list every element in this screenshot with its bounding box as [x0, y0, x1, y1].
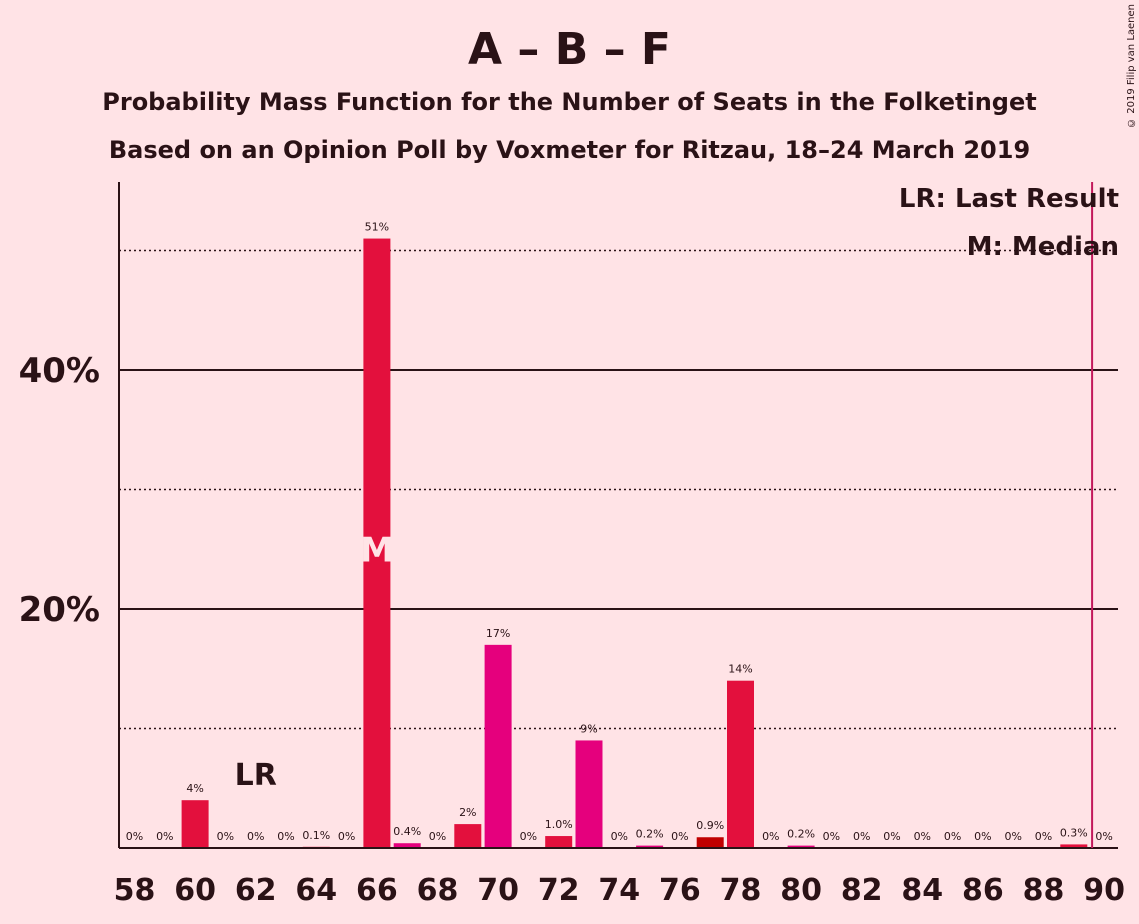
bar-seat-77 [696, 837, 724, 848]
chart-subtitle-1: Probability Mass Function for the Number… [102, 88, 1037, 116]
x-tick-label: 84 [901, 873, 943, 908]
value-label: 0.2% [787, 828, 815, 841]
value-label: 0% [338, 830, 355, 843]
y-tick-label: 40% [19, 351, 100, 391]
markers: M LR [235, 182, 1094, 848]
value-labels: 0% 0% 4% 0% 0% 0% 0.1% 0% 51% 0.4% 0% 2% 17% 0% 1.0% 9%… [126, 221, 1113, 843]
x-tick-label: 88 [1023, 873, 1065, 908]
x-tick-label: 78 [720, 873, 762, 908]
median-marker: M [360, 531, 394, 571]
bar-seat-72 [545, 836, 573, 848]
value-label: 0% [126, 830, 143, 843]
value-label: 0% [914, 830, 931, 843]
last-result-marker: LR [235, 758, 277, 793]
value-label: 0% [247, 830, 264, 843]
bar-seat-66 [363, 238, 391, 849]
bar-seat-89 [1060, 844, 1088, 848]
bar-seat-67 [393, 843, 421, 848]
value-label: 0% [520, 830, 537, 843]
value-label: 0% [611, 830, 628, 843]
value-label: 0% [1095, 830, 1112, 843]
value-label: 0% [974, 830, 991, 843]
value-label: 0% [883, 830, 900, 843]
x-tick-label: 74 [598, 873, 640, 908]
bar-seat-69 [454, 824, 482, 848]
value-label: 14% [728, 663, 752, 676]
x-tick-label: 62 [235, 873, 277, 908]
y-tick-label: 20% [19, 590, 100, 630]
x-tick-label: 80 [780, 873, 822, 908]
x-tick-label: 86 [962, 873, 1004, 908]
x-tick-label: 66 [356, 873, 398, 908]
value-label: 0% [156, 830, 173, 843]
chart-subtitle-2: Based on an Opinion Poll by Voxmeter for… [108, 136, 1031, 164]
bar-seat-75 [636, 845, 664, 848]
legend-median: M: Median [966, 232, 1119, 262]
value-label: 0.1% [302, 829, 330, 842]
value-label: 0.9% [696, 819, 724, 832]
x-tick-label: 58 [114, 873, 156, 908]
bar-seat-60 [181, 800, 209, 848]
x-tick-label: 60 [174, 873, 216, 908]
value-label: 0% [671, 830, 688, 843]
value-label: 0% [277, 830, 294, 843]
value-label: 0% [762, 830, 779, 843]
x-tick-label: 68 [417, 873, 459, 908]
value-label: 51% [365, 221, 389, 234]
value-label: 0% [429, 830, 446, 843]
axes: 20% 40% 58 60 62 64 66 68 70 72 74 76 78 80 82 84 86 88 90 [19, 182, 1125, 908]
value-label: 0% [823, 830, 840, 843]
x-tick-label: 90 [1083, 873, 1125, 908]
value-label: 1.0% [545, 818, 573, 831]
bars [181, 238, 1088, 849]
x-tick-label: 76 [659, 873, 701, 908]
gridlines [119, 249, 1118, 730]
value-label: 4% [186, 782, 203, 795]
value-label: 0.3% [1060, 826, 1088, 839]
value-label: 0.2% [636, 828, 664, 841]
bar-seat-78 [727, 680, 754, 848]
value-label: 0.4% [393, 825, 421, 838]
value-label: 0% [853, 830, 870, 843]
x-tick-label: 72 [538, 873, 580, 908]
value-label: 17% [486, 627, 510, 640]
bar-seat-70 [484, 644, 512, 848]
legend-last-result: LR: Last Result [898, 184, 1119, 214]
value-label: 0% [217, 830, 234, 843]
value-label: 0% [1004, 830, 1021, 843]
bar-seat-73 [575, 740, 603, 848]
x-tick-label: 82 [841, 873, 883, 908]
x-tick-label: 64 [295, 873, 337, 908]
value-label: 0% [1035, 830, 1052, 843]
value-label: 9% [580, 722, 597, 735]
value-label: 0% [944, 830, 961, 843]
chart-title: A – B – F [468, 24, 671, 75]
x-tick-label: 70 [477, 873, 519, 908]
bar-seat-80 [787, 845, 815, 848]
value-label: 2% [459, 806, 476, 819]
